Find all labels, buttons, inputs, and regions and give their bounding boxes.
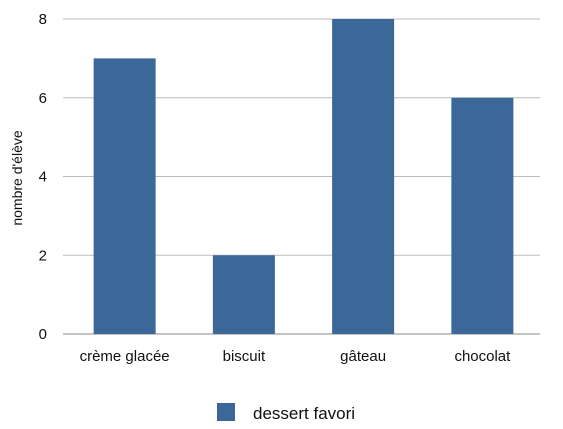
bar bbox=[451, 97, 514, 334]
bar bbox=[93, 58, 156, 334]
bar bbox=[332, 19, 395, 334]
y-tick-label: 4 bbox=[39, 169, 47, 186]
x-category-label: crème glacée bbox=[80, 348, 170, 365]
x-category-labels: crème glacée biscuit gâteau chocolat bbox=[80, 348, 512, 365]
y-tick-label: 2 bbox=[39, 247, 47, 264]
legend: dessert favori bbox=[217, 403, 355, 423]
y-tick-labels: 0 2 4 6 8 bbox=[39, 11, 47, 343]
x-category-label: gâteau bbox=[340, 348, 386, 365]
y-tick-label: 8 bbox=[39, 11, 47, 28]
x-category-label: chocolat bbox=[454, 348, 511, 365]
bars bbox=[93, 19, 514, 334]
legend-swatch bbox=[217, 403, 235, 421]
y-tick-label: 6 bbox=[39, 90, 47, 107]
legend-label: dessert favori bbox=[253, 404, 355, 423]
x-category-label: biscuit bbox=[223, 348, 266, 365]
y-axis-title: nombre d'élève bbox=[9, 130, 25, 226]
bar bbox=[212, 255, 275, 334]
y-tick-label: 0 bbox=[39, 326, 47, 343]
